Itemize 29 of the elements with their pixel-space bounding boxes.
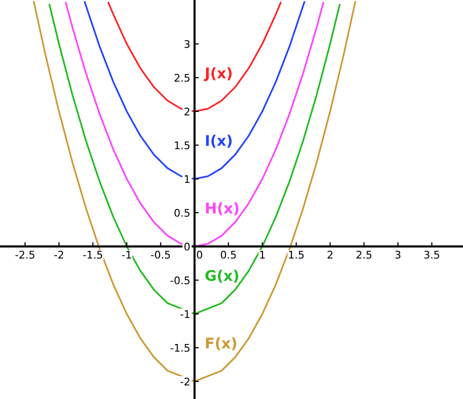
x-tick-label: 3.5 bbox=[424, 250, 440, 259]
y-tick-label: -2 bbox=[180, 378, 190, 386]
y-tick-label: -1 bbox=[180, 310, 190, 318]
x-tick-label: 1 bbox=[260, 250, 265, 259]
series-label: F(x) bbox=[206, 337, 236, 350]
y-tick-label: -0.5 bbox=[170, 276, 190, 284]
y-tick-label: 3 bbox=[184, 40, 190, 48]
series-label: G(x) bbox=[205, 270, 238, 283]
series-label: I(x) bbox=[206, 134, 232, 148]
y-tick-label: 2 bbox=[184, 108, 190, 116]
x-tick-label: -2 bbox=[54, 250, 64, 259]
y-tick-label: 1 bbox=[184, 175, 190, 183]
y-tick-label: 2.5 bbox=[174, 74, 190, 82]
x-tick-label: -1 bbox=[122, 250, 131, 259]
x-tick-label: 2 bbox=[328, 250, 332, 259]
y-tick-label: 0 bbox=[184, 242, 190, 251]
x-tick-label: -1.5 bbox=[83, 250, 102, 259]
x-tick-label: 0.5 bbox=[220, 250, 236, 259]
y-tick-label: -1.5 bbox=[170, 344, 190, 352]
x-tick-label: 1.5 bbox=[289, 250, 304, 259]
series-label: H(x) bbox=[206, 202, 238, 216]
y-tick-label: 0.5 bbox=[174, 208, 190, 217]
series-label: J(x) bbox=[204, 67, 232, 82]
x-tick-label: -0.5 bbox=[151, 250, 170, 259]
x-tick-label: 3 bbox=[395, 250, 400, 259]
x-tick-label: -2.5 bbox=[15, 250, 34, 259]
y-tick-label: 1.5 bbox=[174, 142, 190, 150]
x-tick-label: 0 bbox=[196, 250, 202, 259]
x-tick-label: 2.5 bbox=[356, 250, 372, 259]
